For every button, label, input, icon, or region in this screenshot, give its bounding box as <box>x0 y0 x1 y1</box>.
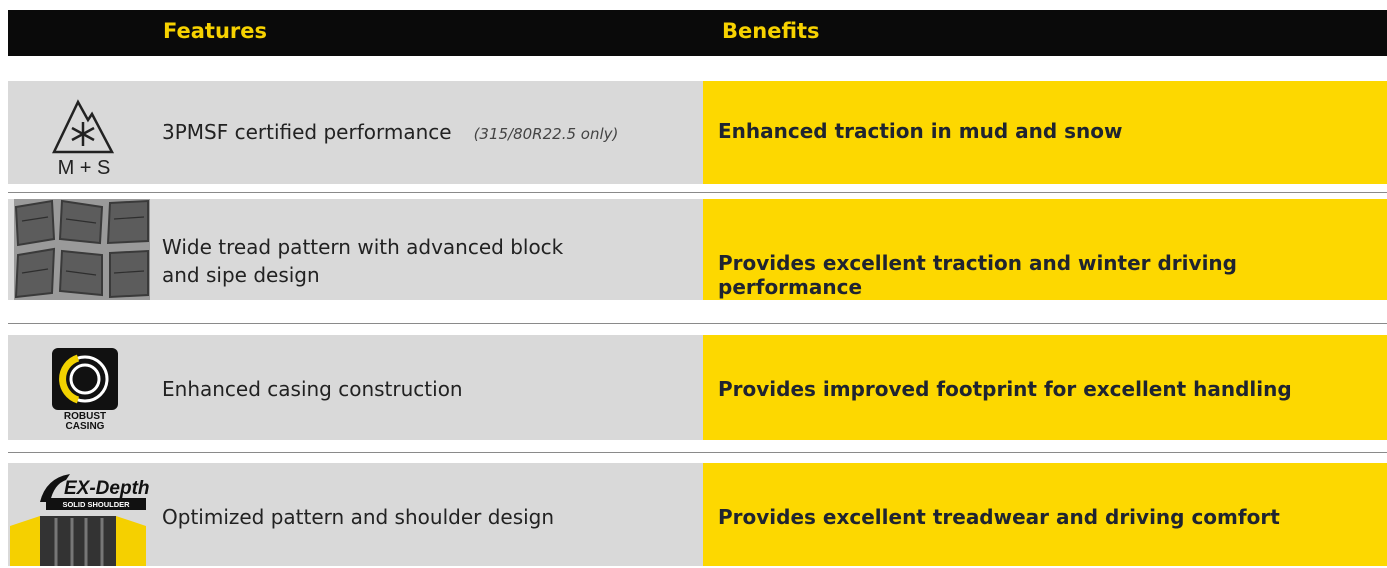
feature-cell <box>8 335 703 440</box>
icon-text: EX-Depth <box>64 478 150 499</box>
separator <box>8 192 1387 193</box>
feature-line: Enhanced casing construction <box>162 377 463 401</box>
icon-text: SOLID SHOULDER <box>62 500 130 509</box>
header-features: Features <box>163 19 267 43</box>
icon-text: ROBUST <box>64 411 106 422</box>
icon-text: M + S <box>58 157 111 179</box>
robust-casing-icon: ROBUST CASING <box>52 348 118 430</box>
feature-cell <box>8 81 703 184</box>
feature-text: Optimized pattern and shoulder design <box>162 503 554 531</box>
benefit-text: Provides excellent traction and winter d… <box>718 251 1237 299</box>
feature-text: Enhanced casing construction <box>162 375 463 403</box>
feature-line: and sipe design <box>162 263 320 287</box>
icon-text: CASING <box>66 421 105 430</box>
ex-depth-icon: EX-Depth SOLID SHOULDER <box>10 474 150 566</box>
separator <box>8 452 1387 453</box>
tread-image <box>14 199 150 300</box>
feature-line: Optimized pattern and shoulder design <box>162 505 555 529</box>
feature-note: (315/80R22.5 only) <box>473 125 619 143</box>
mountain-snowflake-icon: M + S <box>52 99 115 179</box>
header-bar <box>8 10 1387 56</box>
feature-line: Wide tread pattern with advanced block <box>162 235 564 259</box>
benefit-text: Provides excellent treadwear and driving… <box>718 505 1280 529</box>
header-benefits: Benefits <box>722 19 820 43</box>
feature-text: 3PMSF certified performance (315/80R22.5 … <box>162 118 618 148</box>
benefit-cell <box>703 199 1387 300</box>
benefit-cell <box>703 81 1387 184</box>
benefit-cell <box>703 463 1387 566</box>
feature-line: 3PMSF certified performance <box>162 120 452 144</box>
benefit-text: Provides improved footprint for excellen… <box>718 377 1292 401</box>
benefit-cell <box>703 335 1387 440</box>
feature-text: Wide tread pattern with advanced block an… <box>162 233 563 289</box>
benefit-text: Enhanced traction in mud and snow <box>718 119 1123 143</box>
separator <box>8 323 1387 324</box>
